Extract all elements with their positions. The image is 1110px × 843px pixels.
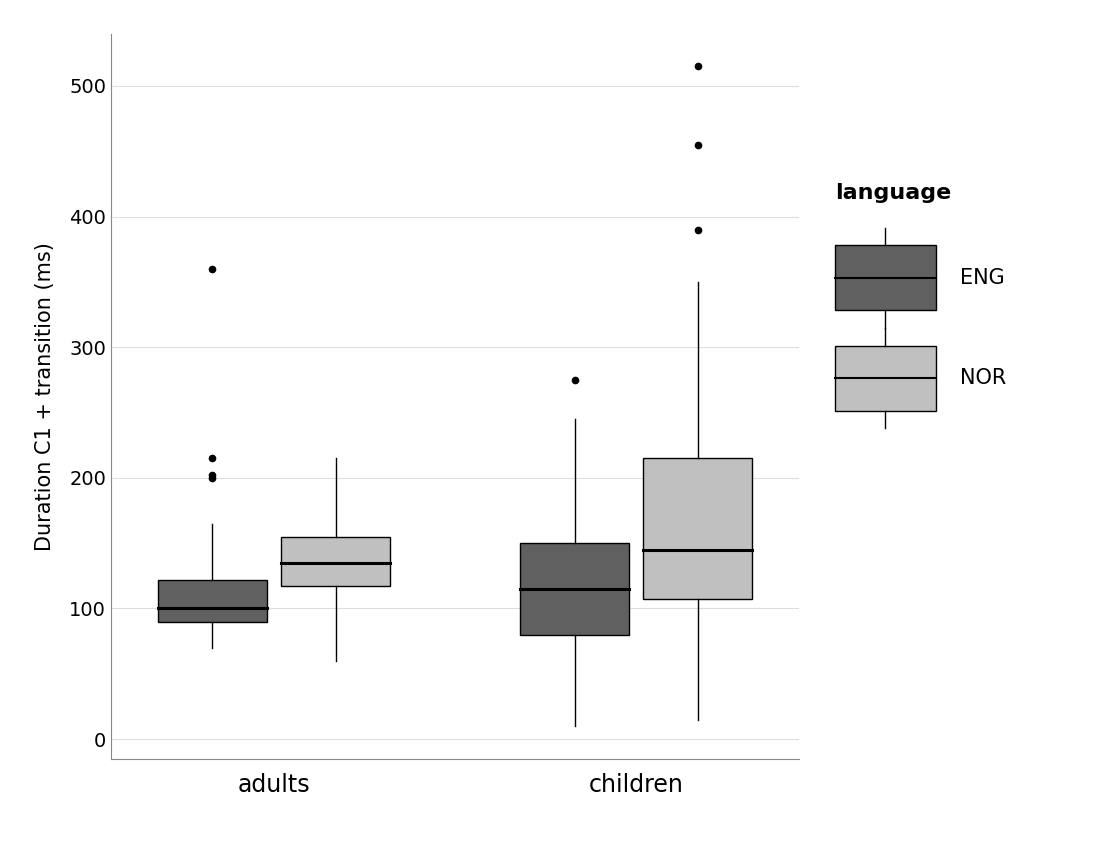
Text: ENG: ENG bbox=[960, 268, 1005, 287]
Text: NOR: NOR bbox=[960, 368, 1006, 388]
Bar bbox=[521, 543, 629, 635]
Text: language: language bbox=[835, 183, 951, 203]
Bar bbox=[281, 537, 390, 586]
Y-axis label: Duration C1 + transition (ms): Duration C1 + transition (ms) bbox=[36, 242, 56, 550]
Bar bbox=[158, 580, 266, 621]
Bar bbox=[644, 459, 753, 599]
